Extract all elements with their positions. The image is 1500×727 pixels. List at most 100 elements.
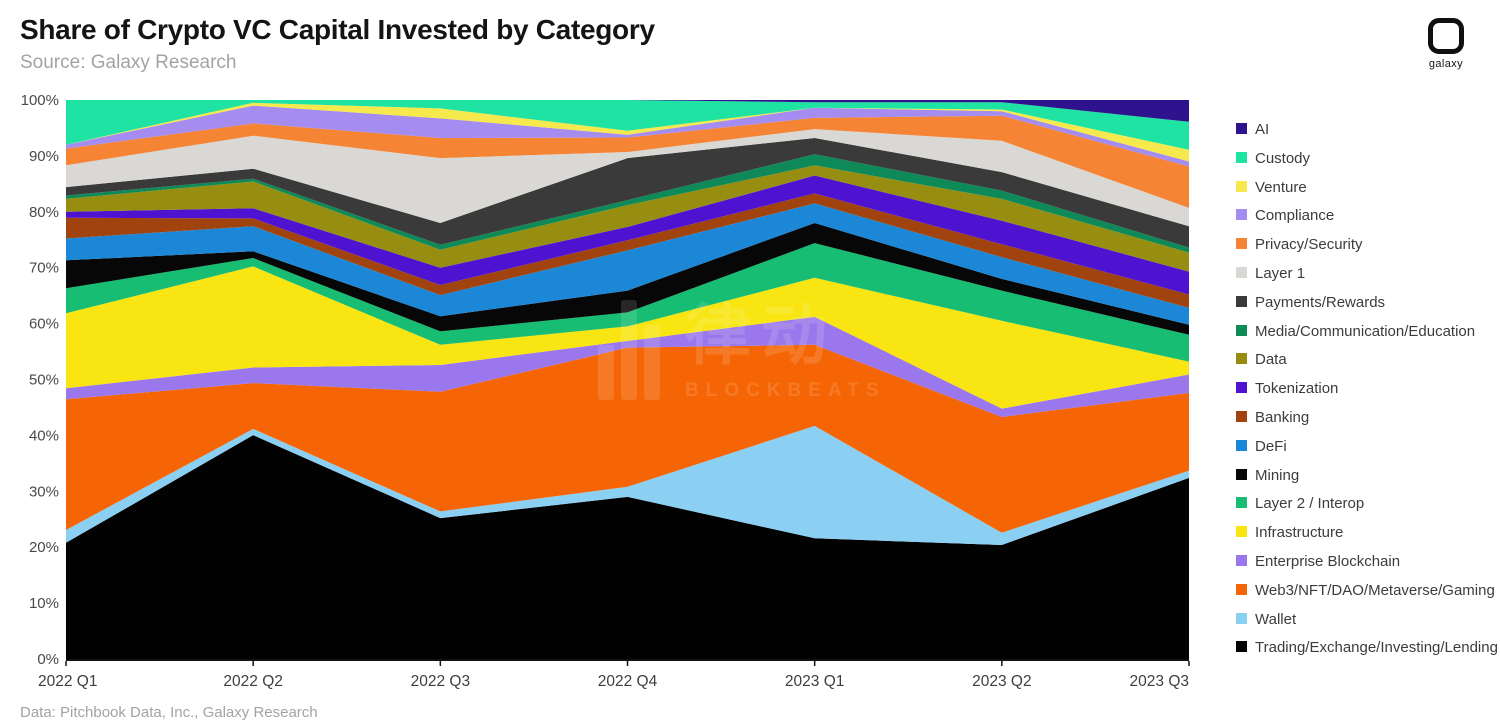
- legend-item-privacy-security: Privacy/Security: [1236, 236, 1500, 265]
- legend-swatch-payments-rewards: [1236, 295, 1247, 307]
- legend-label: Tokenization: [1255, 380, 1339, 398]
- y-axis-label: 60%: [29, 316, 59, 333]
- area-defi: [66, 203, 1189, 325]
- legend-item-layer-2-interop: Layer 2 / Interop: [1236, 495, 1500, 524]
- legend-swatch-venture: [1236, 180, 1247, 192]
- legend-swatch-custody: [1236, 151, 1247, 163]
- x-axis-label: 2022 Q2: [223, 673, 282, 690]
- area-layer-2-interop: [66, 243, 1189, 362]
- legend-item-enterprise-blockchain: Enterprise Blockchain: [1236, 553, 1500, 582]
- legend-label: Compliance: [1255, 207, 1335, 225]
- data-source-footer: Data: Pitchbook Data, Inc., Galaxy Resea…: [20, 704, 318, 721]
- legend-item-media-communication-education: Media/Communication/Education: [1236, 323, 1500, 352]
- legend-item-venture: Venture: [1236, 179, 1500, 208]
- legend-swatch-layer-2-interop: [1236, 497, 1247, 509]
- galaxy-logo-label: galaxy: [1428, 58, 1464, 70]
- legend-item-custody: Custody: [1236, 150, 1500, 179]
- area-privacy-security: [66, 115, 1189, 208]
- area-media-communication-education: [66, 154, 1189, 253]
- y-axis-label: 100%: [21, 92, 59, 109]
- legend-swatch-trading-exchange-investing-lending: [1236, 641, 1247, 653]
- legend-swatch-enterprise-blockchain: [1236, 554, 1247, 566]
- area-enterprise-blockchain: [66, 316, 1189, 417]
- area-ai: [66, 100, 1189, 122]
- legend-item-data: Data: [1236, 351, 1500, 380]
- legend-item-payments-rewards: Payments/Rewards: [1236, 294, 1500, 323]
- legend-swatch-compliance: [1236, 209, 1247, 221]
- legend-swatch-wallet: [1236, 612, 1247, 624]
- x-axis-label: 2022 Q1: [38, 673, 97, 690]
- x-axis-label: 2023 Q3: [1130, 673, 1189, 690]
- area-custody: [66, 100, 1189, 150]
- legend-swatch-ai: [1236, 123, 1247, 134]
- area-banking: [66, 193, 1189, 308]
- legend-swatch-infrastructure: [1236, 526, 1247, 538]
- y-axis-label: 70%: [29, 260, 59, 277]
- legend-label: Custody: [1255, 149, 1311, 167]
- legend-swatch-web3-nft-dao-metaverse-gaming: [1236, 583, 1247, 595]
- legend-item-trading-exchange-investing-lending: Trading/Exchange/Investing/Lending: [1236, 639, 1500, 668]
- y-axis-label: 0%: [37, 651, 59, 668]
- area-trading-exchange-investing-lending: [66, 435, 1189, 659]
- legend-item-defi: DeFi: [1236, 438, 1500, 467]
- legend-item-tokenization: Tokenization: [1236, 380, 1500, 409]
- legend-item-infrastructure: Infrastructure: [1236, 524, 1500, 553]
- legend-label: AI: [1255, 121, 1270, 138]
- legend-item-wallet: Wallet: [1236, 611, 1500, 640]
- y-axis-label: 50%: [29, 372, 59, 389]
- legend-label: Wallet: [1255, 610, 1297, 628]
- legend-swatch-data: [1236, 353, 1247, 365]
- x-axis-label: 2023 Q2: [972, 673, 1031, 690]
- legend-swatch-privacy-security: [1236, 238, 1247, 250]
- legend-label: DeFi: [1255, 437, 1287, 455]
- legend-label: Layer 1: [1255, 264, 1306, 282]
- x-axis-label: 2022 Q3: [411, 673, 470, 690]
- x-axis-label: 2023 Q1: [785, 673, 844, 690]
- chart-legend: AI Custody Venture Compliance Privacy/Securi…: [1236, 121, 1500, 668]
- legend-label: Data: [1255, 351, 1287, 369]
- legend-swatch-banking: [1236, 410, 1247, 422]
- galaxy-logo-icon: [1428, 18, 1464, 54]
- legend-item-layer-1: Layer 1: [1236, 265, 1500, 294]
- x-axis-label: 2022 Q4: [598, 673, 658, 690]
- y-axis-label: 90%: [29, 148, 59, 165]
- legend-label: Privacy/Security: [1255, 236, 1363, 254]
- y-axis-label: 40%: [29, 427, 59, 444]
- legend-label: Venture: [1255, 178, 1307, 196]
- legend-swatch-layer-1: [1236, 266, 1247, 278]
- legend-label: Enterprise Blockchain: [1255, 552, 1401, 570]
- legend-item-banking: Banking: [1236, 409, 1500, 438]
- legend-swatch-defi: [1236, 439, 1247, 451]
- legend-swatch-mining: [1236, 468, 1247, 480]
- legend-label: Banking: [1255, 408, 1310, 426]
- y-axis-label: 20%: [29, 539, 59, 556]
- legend-item-mining: Mining: [1236, 467, 1500, 496]
- legend-item-ai: AI: [1236, 121, 1500, 150]
- area-wallet: [66, 425, 1189, 545]
- legend-swatch-media-communication-education: [1236, 324, 1247, 336]
- legend-label: Payments/Rewards: [1255, 293, 1386, 311]
- legend-label: Layer 2 / Interop: [1255, 495, 1365, 513]
- page-subtitle: Source: Galaxy Research: [20, 52, 237, 73]
- page-title: Share of Crypto VC Capital Invested by C…: [20, 14, 655, 45]
- area-data: [66, 165, 1189, 272]
- legend-item-compliance: Compliance: [1236, 207, 1500, 236]
- area-compliance: [66, 105, 1189, 167]
- legend-label: Mining: [1255, 466, 1300, 484]
- y-axis-label: 10%: [29, 595, 59, 612]
- area-venture: [66, 102, 1189, 162]
- legend-label: Media/Communication/Education: [1255, 322, 1476, 340]
- legend-label: Trading/Exchange/Investing/Lending: [1255, 639, 1498, 657]
- legend-swatch-tokenization: [1236, 382, 1247, 394]
- galaxy-logo: galaxy: [1426, 18, 1466, 70]
- legend-label: Web3/NFT/DAO/Metaverse/Gaming: [1255, 581, 1495, 599]
- area-web3-nft-dao-metaverse-gaming: [66, 344, 1189, 533]
- y-axis-label: 30%: [29, 483, 59, 500]
- area-tokenization: [66, 175, 1189, 295]
- area-layer-1: [66, 129, 1189, 227]
- y-axis-label: 80%: [29, 204, 59, 221]
- area-infrastructure: [66, 266, 1189, 409]
- legend-label: Infrastructure: [1255, 524, 1344, 542]
